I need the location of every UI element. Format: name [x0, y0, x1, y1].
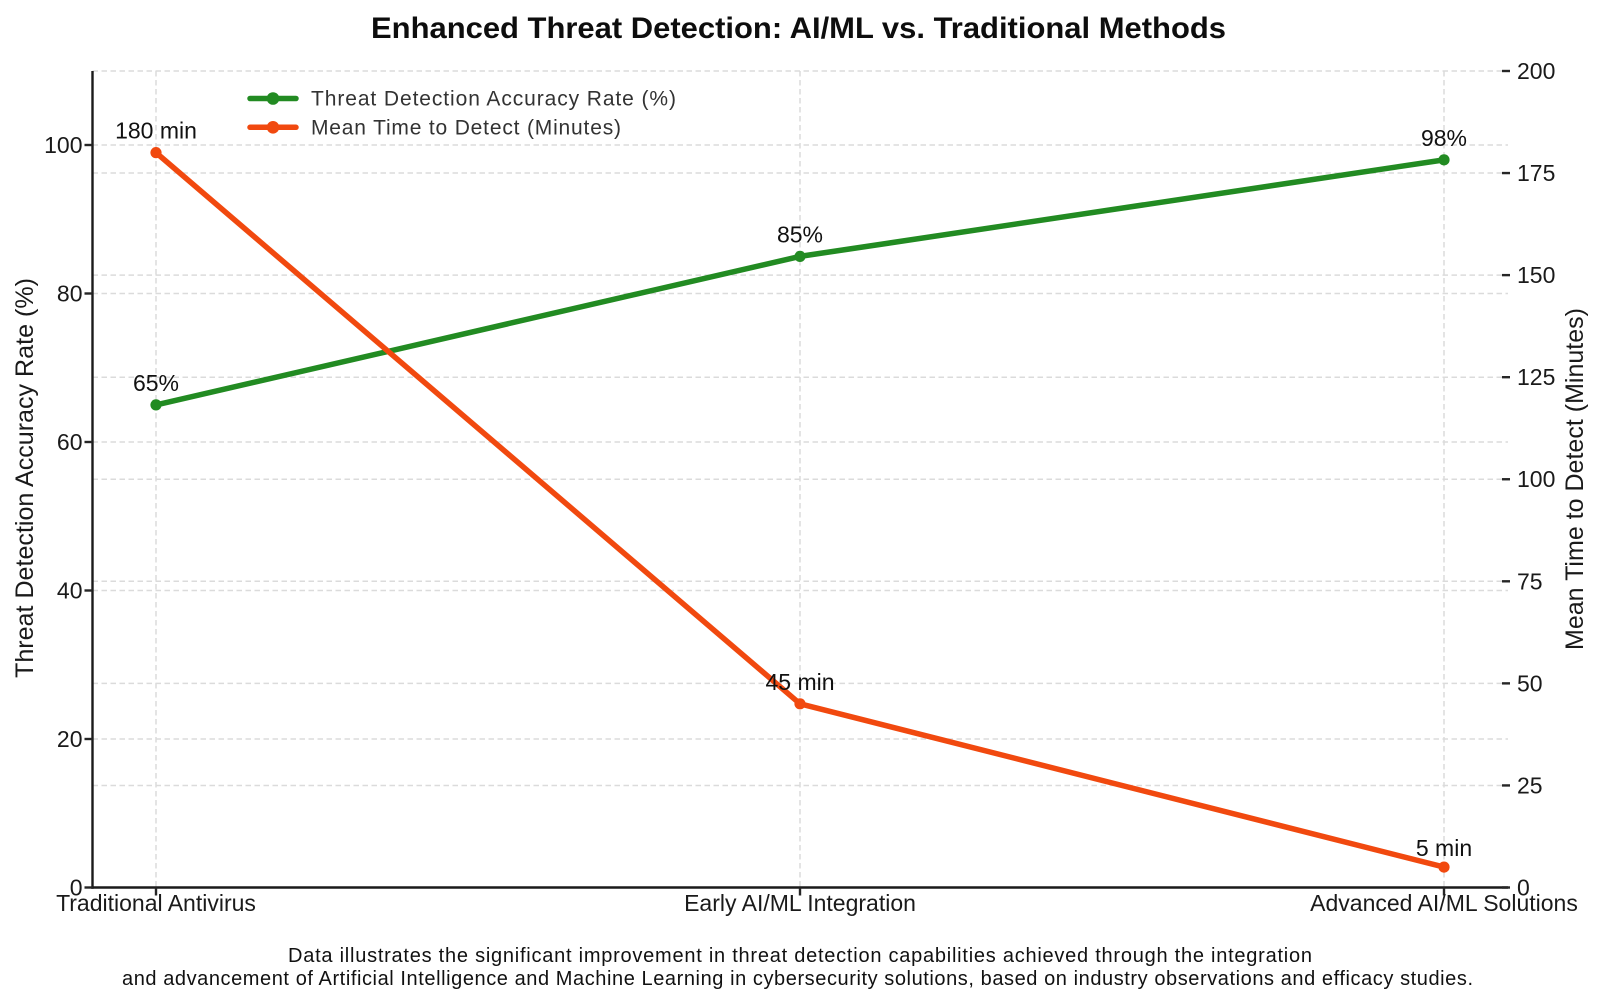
- svg-text:45 min: 45 min: [765, 669, 834, 695]
- svg-text:and advancement of Artificial: and advancement of Artificial Intelligen…: [122, 968, 1473, 990]
- svg-text:Mean Time to Detect (Minutes): Mean Time to Detect (Minutes): [1561, 308, 1589, 650]
- svg-text:85%: 85%: [777, 222, 823, 248]
- svg-text:125: 125: [1517, 364, 1555, 390]
- svg-text:180 min: 180 min: [115, 118, 197, 144]
- svg-text:Mean Time to Detect (Minutes): Mean Time to Detect (Minutes): [311, 116, 621, 139]
- svg-text:98%: 98%: [1421, 125, 1467, 151]
- svg-text:Threat Detection Accuracy Rate: Threat Detection Accuracy Rate (%): [311, 88, 676, 111]
- svg-text:Traditional Antivirus: Traditional Antivirus: [56, 890, 256, 916]
- svg-text:65%: 65%: [133, 370, 179, 396]
- svg-text:Enhanced Threat Detection: AI/: Enhanced Threat Detection: AI/ML vs. Tra…: [371, 12, 1226, 45]
- svg-text:Threat Detection Accuracy Rate: Threat Detection Accuracy Rate (%): [11, 278, 39, 678]
- svg-text:100: 100: [44, 132, 82, 158]
- svg-text:200: 200: [1517, 58, 1555, 84]
- svg-text:40: 40: [57, 578, 83, 604]
- svg-text:20: 20: [57, 726, 83, 752]
- svg-text:50: 50: [1517, 670, 1543, 696]
- svg-text:60: 60: [57, 429, 83, 455]
- svg-text:100: 100: [1517, 466, 1555, 492]
- svg-text:75: 75: [1517, 568, 1543, 594]
- svg-text:0: 0: [70, 875, 83, 901]
- svg-text:5 min: 5 min: [1416, 835, 1472, 861]
- svg-text:Advanced AI/ML Solutions: Advanced AI/ML Solutions: [1310, 890, 1578, 916]
- svg-text:Data illustrates the significa: Data illustrates the significant improve…: [288, 945, 1312, 967]
- svg-text:175: 175: [1517, 160, 1555, 186]
- svg-text:80: 80: [57, 281, 83, 307]
- svg-text:25: 25: [1517, 772, 1543, 798]
- svg-text:Early AI/ML Integration: Early AI/ML Integration: [684, 890, 916, 916]
- svg-text:150: 150: [1517, 262, 1555, 288]
- svg-text:0: 0: [1517, 875, 1530, 901]
